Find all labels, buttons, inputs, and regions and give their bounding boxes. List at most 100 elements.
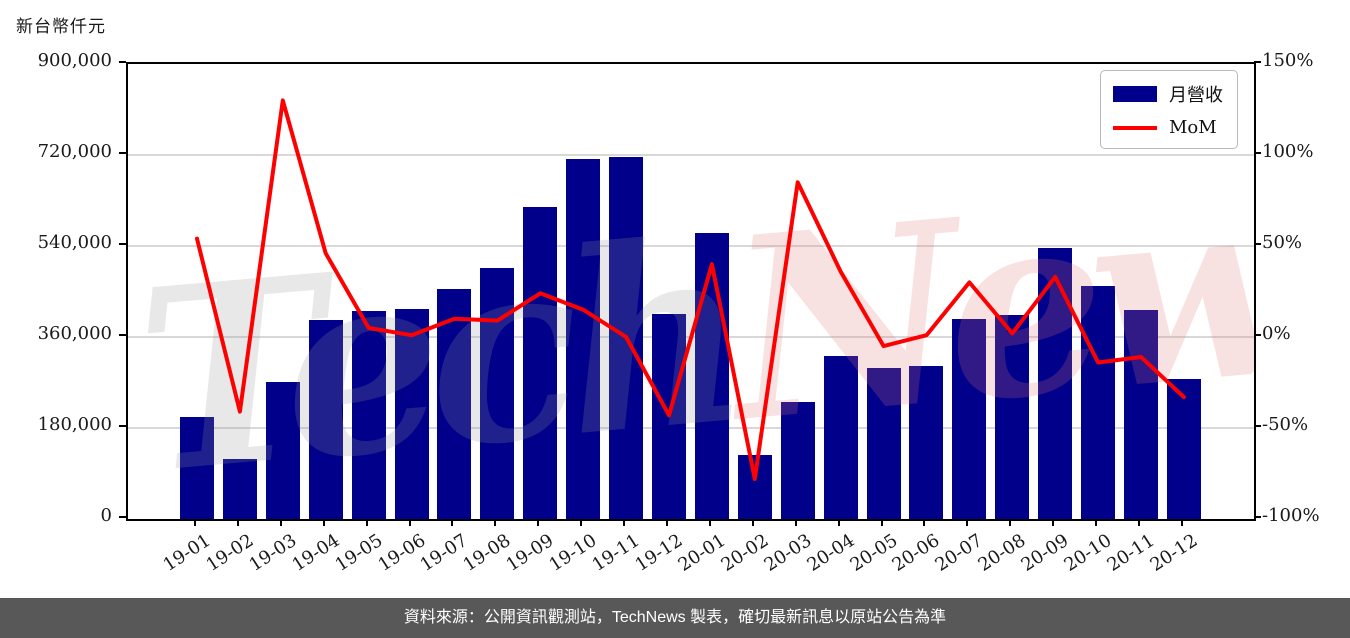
x-tick-mark-19-12: [666, 519, 668, 526]
x-tick-mark-20-04: [837, 519, 840, 526]
x-tick-mark-20-02: [751, 519, 754, 526]
x-axis-label-20-11: 20-11: [1103, 530, 1159, 576]
x-axis-label-19-12: 19-12: [631, 530, 687, 576]
left-axis-tick-540,000: 540,000: [37, 232, 112, 253]
right-tick-mark: [1254, 243, 1261, 245]
x-axis-label-19-07: 19-07: [416, 530, 472, 576]
right-axis-tick--50%: -50%: [1262, 414, 1309, 435]
x-tick-mark-19-08: [494, 519, 497, 526]
x-tick-mark-20-05: [880, 519, 883, 526]
revenue-bar-19-08: [480, 267, 515, 519]
revenue-bar-20-03: [780, 402, 815, 519]
x-axis-label-20-01: 20-01: [674, 530, 730, 576]
x-tick-mark-20-03: [794, 519, 797, 526]
revenue-bar-20-07: [952, 319, 987, 519]
x-axis-label-19-10: 19-10: [545, 530, 601, 576]
x-axis-label-20-08: 20-08: [974, 530, 1030, 576]
mom-line-swatch: [1113, 125, 1157, 130]
left-tick-mark: [119, 334, 126, 336]
left-tick-mark: [119, 516, 126, 518]
legend: 月營收 MoM: [1100, 70, 1238, 149]
revenue-bar-20-11: [1124, 310, 1159, 519]
x-axis-label-20-07: 20-07: [931, 530, 987, 576]
footer-source-note: 資料來源：公開資訊觀測站，TechNews 製表，確切最新訊息以原站公告為準: [0, 598, 1350, 638]
gridline: [128, 245, 1254, 247]
x-axis-label-20-09: 20-09: [1017, 530, 1073, 576]
x-tick-mark-20-06: [923, 519, 926, 526]
x-axis-label-19-11: 19-11: [588, 530, 644, 576]
revenue-bar-19-05: [351, 311, 386, 519]
revenue-bar-20-06: [909, 366, 944, 519]
revenue-bar-19-04: [308, 320, 343, 519]
x-axis-label-19-06: 19-06: [374, 530, 429, 576]
legend-mom-label: MoM: [1169, 117, 1217, 138]
right-axis-tick-50%: 50%: [1262, 232, 1303, 253]
x-tick-mark-19-02: [236, 519, 239, 526]
left-axis-tick-900,000: 900,000: [37, 50, 112, 71]
left-axis-tick-180,000: 180,000: [37, 414, 112, 435]
right-tick-mark: [1254, 425, 1261, 427]
x-axis-label-20-12: 20-12: [1146, 530, 1202, 576]
x-tick-mark-20-09: [1052, 519, 1055, 526]
revenue-bar-19-01: [180, 417, 214, 519]
x-axis-label-20-05: 20-05: [846, 530, 901, 576]
right-axis-tick-0%: 0%: [1262, 323, 1291, 344]
x-axis-label-19-01: 19-01: [159, 530, 215, 576]
legend-item-revenue: 月營收: [1113, 81, 1223, 107]
right-axis-tick-100%: 100%: [1262, 141, 1314, 162]
mom-line-chart: [195, 98, 1186, 481]
x-axis-label-20-06: 20-06: [888, 530, 944, 576]
x-axis-label-19-08: 19-08: [459, 530, 515, 576]
legend-item-mom: MoM: [1113, 117, 1223, 138]
x-tick-mark-20-07: [966, 519, 969, 526]
right-tick-mark: [1254, 334, 1261, 336]
x-tick-mark-19-10: [580, 519, 583, 526]
right-axis-tick--100%: -100%: [1262, 505, 1320, 526]
x-tick-mark-20-10: [1095, 519, 1098, 526]
x-tick-mark-19-09: [537, 519, 540, 526]
gridline: [128, 427, 1254, 429]
x-tick-mark-19-01: [194, 519, 196, 526]
x-axis-label-20-10: 20-10: [1060, 530, 1116, 576]
x-axis-label-19-09: 19-09: [502, 530, 558, 576]
left-tick-mark: [119, 152, 126, 154]
revenue-bar-20-05: [866, 367, 901, 519]
x-tick-mark-19-04: [322, 519, 325, 526]
x-axis-label-20-04: 20-04: [803, 530, 859, 576]
revenue-bar-19-02: [222, 459, 257, 519]
x-axis-label-19-04: 19-04: [288, 530, 344, 576]
x-tick-mark-19-03: [279, 519, 282, 526]
revenue-bar-19-03: [265, 381, 300, 519]
x-axis-label-20-02: 20-02: [717, 530, 773, 576]
x-tick-mark-20-11: [1138, 519, 1141, 526]
x-tick-mark-19-07: [451, 519, 454, 526]
x-tick-mark-19-05: [365, 519, 368, 526]
revenue-bar-swatch: [1113, 86, 1157, 102]
revenue-bar-19-07: [437, 288, 472, 519]
revenue-bar-20-08: [995, 314, 1030, 519]
x-tick-mark-20-01: [708, 519, 711, 526]
gridline: [128, 154, 1254, 156]
revenue-bar-20-01: [694, 233, 729, 519]
x-axis-label-20-03: 20-03: [760, 530, 816, 576]
revenue-bar-19-06: [394, 308, 429, 519]
left-axis-tick-720,000: 720,000: [37, 141, 112, 162]
right-axis-tick-150%: 150%: [1262, 50, 1314, 71]
right-tick-mark: [1254, 516, 1261, 518]
right-tick-mark: [1254, 152, 1261, 154]
revenue-bar-20-10: [1081, 285, 1116, 519]
x-axis-label-19-02: 19-02: [202, 530, 258, 576]
left-axis-tick-360,000: 360,000: [37, 323, 112, 344]
left-tick-mark: [119, 243, 126, 245]
x-axis-label-19-05: 19-05: [331, 530, 387, 576]
x-tick-mark-20-08: [1009, 519, 1012, 526]
revenue-bar-20-12: [1166, 378, 1201, 519]
plot-area: TechNews 月營收 MoM: [126, 62, 1256, 521]
x-tick-mark-19-06: [408, 519, 411, 526]
left-tick-mark: [119, 61, 126, 63]
revenue-bar-20-04: [823, 356, 858, 519]
x-tick-mark-20-12: [1180, 519, 1183, 526]
y-axis-unit-label: 新台幣仟元: [16, 17, 106, 36]
right-tick-mark: [1254, 61, 1261, 63]
